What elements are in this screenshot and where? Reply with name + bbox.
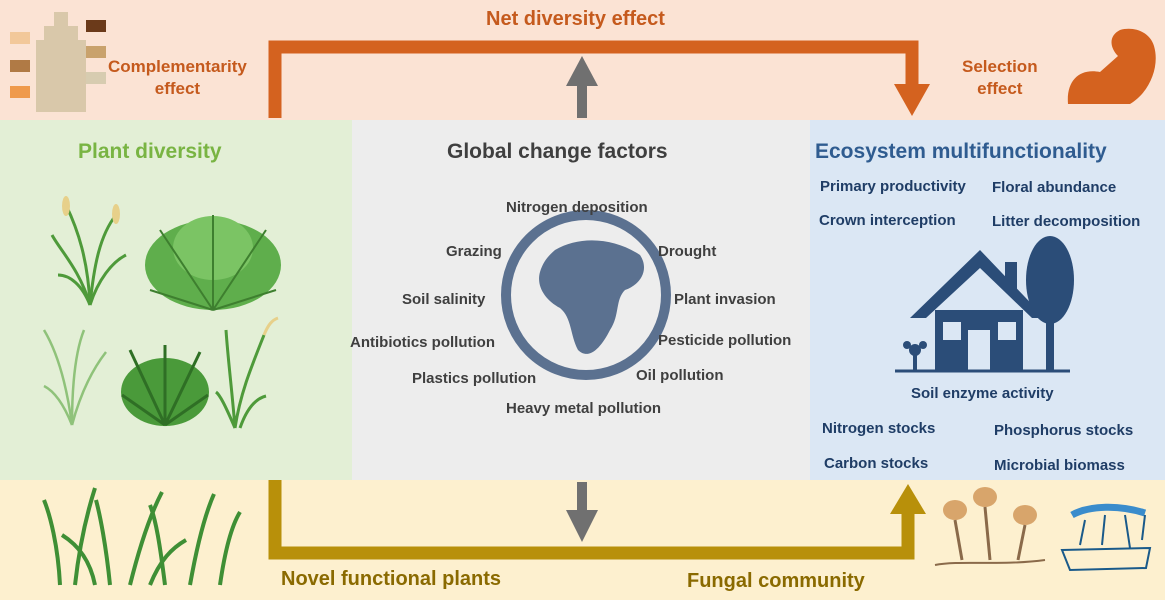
mushroom-icon xyxy=(934,487,1046,566)
function-primary: Primary productivity xyxy=(820,178,966,195)
fungal-pathway-arrow xyxy=(268,480,926,560)
novel-grass-icon xyxy=(42,487,242,586)
tree-icon xyxy=(1026,236,1074,370)
global-change-title: Global change factors xyxy=(447,140,668,163)
mycelium-icon xyxy=(1060,503,1152,572)
factor-pesticide: Pesticide pollution xyxy=(658,332,792,349)
down-arrow xyxy=(566,482,598,542)
complementarity-label: Complementarity effect xyxy=(108,57,247,98)
net-diversity-arrow xyxy=(268,40,930,118)
factor-nitrogen: Nitrogen deposition xyxy=(506,199,648,216)
grass-plant-icon xyxy=(50,196,127,306)
flower-icon xyxy=(903,341,927,370)
ecosystem-panel xyxy=(810,120,1165,480)
function-carbon-stocks: Carbon stocks xyxy=(824,455,929,472)
function-microbial: Microbial biomass xyxy=(994,457,1125,474)
factor-drought: Drought xyxy=(658,243,717,260)
tall-grass-icon xyxy=(42,329,107,426)
reed-plant-icon xyxy=(214,316,279,429)
net-diversity-label: Net diversity effect xyxy=(486,8,665,30)
globe-icon xyxy=(501,210,671,380)
factor-grazing: Grazing xyxy=(446,243,502,260)
function-crown: Crown interception xyxy=(819,212,956,229)
function-phosphorus-stocks: Phosphorus stocks xyxy=(994,422,1134,439)
house-icon xyxy=(910,250,1045,370)
function-nitrogen-stocks: Nitrogen stocks xyxy=(822,420,936,437)
factor-oil: Oil pollution xyxy=(636,367,724,384)
fungal-community-label: Fungal community xyxy=(687,570,865,592)
bush-plant-icon xyxy=(121,345,209,427)
novel-plants-label: Novel functional plants xyxy=(281,568,502,590)
factor-heavy-metal: Heavy metal pollution xyxy=(506,400,662,417)
factor-invasion: Plant invasion xyxy=(674,291,776,308)
function-litter: Litter decomposition xyxy=(992,213,1141,230)
muscle-arm-icon xyxy=(1067,28,1156,104)
function-enzyme: Soil enzyme activity xyxy=(911,385,1054,402)
factor-plastics: Plastics pollution xyxy=(412,370,537,387)
ecosystem-title: Ecosystem multifunctionality xyxy=(815,140,1107,163)
building-icon xyxy=(10,12,106,112)
factor-salinity: Soil salinity xyxy=(402,291,486,308)
up-arrow xyxy=(566,56,598,118)
plant-diversity-title: Plant diversity xyxy=(78,140,222,163)
factor-antibiotics: Antibiotics pollution xyxy=(350,334,495,351)
function-floral: Floral abundance xyxy=(992,179,1117,196)
selection-label: Selection effect xyxy=(962,57,1038,98)
fern-plant-icon xyxy=(145,215,281,311)
